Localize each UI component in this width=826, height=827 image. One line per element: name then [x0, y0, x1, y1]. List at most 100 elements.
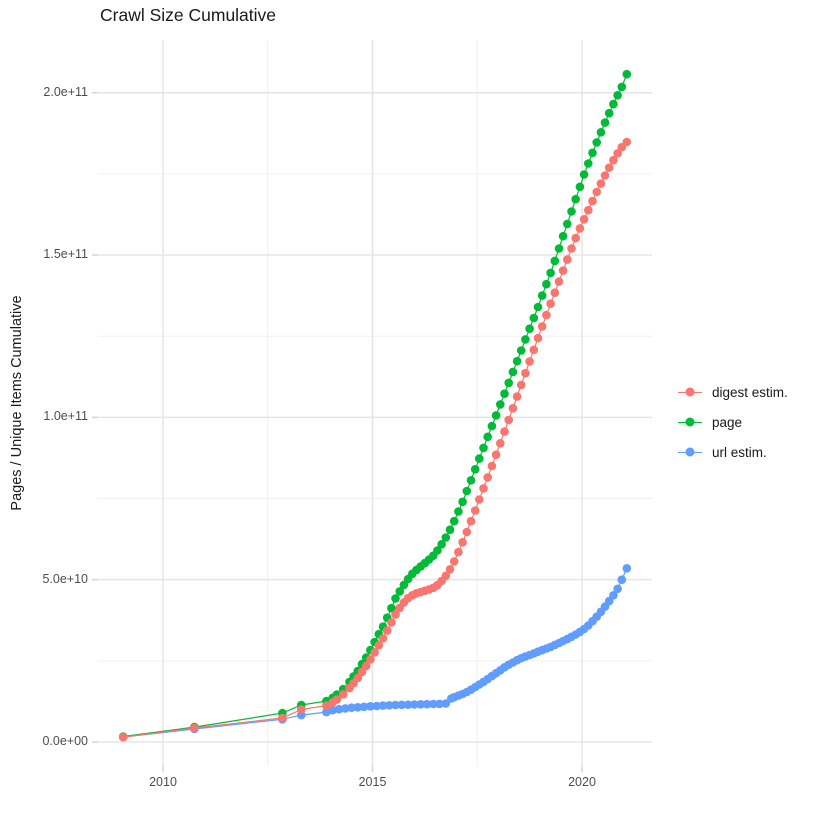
- y-tick-label: 1.0e+11: [43, 409, 88, 424]
- data-point-page: [592, 138, 601, 147]
- data-point-page: [466, 476, 476, 485]
- legend-item-page: page: [678, 407, 788, 437]
- data-point-digest-estim-: [609, 155, 618, 165]
- data-point-url-estim-: [410, 700, 419, 709]
- data-point-page: [575, 182, 585, 192]
- data-point-page: [483, 432, 493, 442]
- data-point-digest-estim-: [600, 171, 610, 180]
- data-point-digest-estim-: [332, 695, 342, 704]
- data-point-digest-estim-: [378, 634, 388, 643]
- data-point-page: [441, 533, 451, 542]
- data-point-page: [529, 313, 539, 323]
- data-point-url-estim-: [341, 704, 350, 713]
- data-point-url-estim-: [435, 699, 444, 709]
- data-point-url-estim-: [403, 700, 413, 709]
- data-point-page: [622, 69, 632, 79]
- data-point-page: [596, 128, 606, 137]
- y-tick-label: 0.0e+00: [42, 734, 88, 748]
- data-point-page: [521, 335, 530, 344]
- data-point-page: [617, 82, 627, 92]
- data-point-page: [500, 389, 509, 399]
- data-point-page: [609, 99, 618, 109]
- data-point-page: [584, 159, 593, 168]
- data-point-digest-estim-: [445, 565, 455, 574]
- data-point-digest-estim-: [449, 557, 459, 566]
- data-point-digest-estim-: [512, 392, 522, 401]
- data-point-digest-estim-: [370, 648, 379, 657]
- data-point-url-estim-: [359, 702, 369, 712]
- data-point-digest-estim-: [604, 163, 614, 172]
- page-point-icon: [678, 415, 702, 429]
- data-point-page: [508, 367, 518, 377]
- y-tick-label: 2.0e+11: [43, 84, 88, 99]
- y-tick-label: 1.5e+11: [43, 247, 88, 262]
- data-point-url-estim-: [366, 702, 375, 711]
- data-point-page: [512, 356, 522, 366]
- data-point-digest-estim-: [338, 690, 348, 699]
- data-point-page: [550, 256, 560, 266]
- data-point-digest-estim-: [542, 310, 551, 320]
- data-point-digest-estim-: [454, 547, 463, 557]
- data-point-digest-estim-: [575, 224, 585, 233]
- data-point-page: [604, 108, 614, 118]
- data-point-digest-estim-: [504, 415, 513, 425]
- chart-title: Crawl Size Cumulative: [100, 5, 277, 25]
- data-point-digest-estim-: [487, 461, 497, 471]
- data-point-page: [600, 118, 610, 127]
- data-point-digest-estim-: [613, 149, 622, 158]
- data-point-page: [525, 324, 534, 334]
- data-point-digest-estim-: [516, 380, 526, 390]
- data-point-digest-estim-: [508, 404, 518, 413]
- data-point-digest-estim-: [525, 357, 534, 366]
- data-point-digest-estim-: [391, 610, 400, 619]
- data-point-digest-estim-: [483, 473, 493, 482]
- data-point-page: [579, 170, 589, 179]
- data-point-page: [391, 594, 400, 603]
- data-point-page: [588, 148, 597, 158]
- data-point-digest-estim-: [622, 137, 632, 147]
- data-point-digest-estim-: [353, 673, 363, 683]
- data-point-digest-estim-: [475, 495, 484, 504]
- digest-estim-point-icon: [678, 385, 702, 399]
- y-tick-label: 5.0e+10: [42, 571, 88, 586]
- data-point-page: [462, 486, 472, 496]
- data-point-page: [437, 540, 446, 549]
- data-point-digest-estim-: [479, 484, 488, 493]
- legend-label: digest estim.: [712, 384, 788, 400]
- data-point-url-estim-: [391, 700, 400, 710]
- data-point-page: [454, 507, 463, 516]
- data-point-page: [458, 497, 467, 507]
- data-point-digest-estim-: [458, 538, 467, 547]
- data-point-page: [449, 516, 459, 526]
- data-point-digest-estim-: [118, 732, 128, 742]
- url-estim-point-icon: [678, 445, 702, 459]
- data-point-url-estim-: [622, 564, 632, 573]
- data-point-url-estim-: [613, 584, 622, 594]
- data-point-page: [554, 244, 564, 253]
- data-point-digest-estim-: [297, 705, 306, 714]
- data-point-page: [496, 400, 505, 409]
- data-point-url-estim-: [347, 703, 356, 712]
- data-point-digest-estim-: [462, 527, 472, 537]
- data-point-url-estim-: [334, 704, 344, 714]
- data-point-digest-estim-: [584, 205, 593, 215]
- data-point-digest-estim-: [470, 506, 480, 515]
- data-point-page: [542, 279, 551, 289]
- legend-label: page: [712, 414, 743, 430]
- data-point-url-estim-: [378, 701, 388, 710]
- data-point-digest-estim-: [361, 661, 371, 671]
- data-point-page: [387, 603, 396, 613]
- data-point-digest-estim-: [550, 288, 560, 298]
- data-point-digest-estim-: [546, 299, 555, 309]
- data-point-digest-estim-: [366, 655, 375, 664]
- data-point-url-estim-: [385, 701, 394, 710]
- data-point-digest-estim-: [374, 641, 384, 650]
- data-point-digest-estim-: [500, 427, 509, 436]
- data-point-url-estim-: [609, 591, 618, 600]
- data-point-url-estim-: [441, 699, 451, 708]
- data-point-url-estim-: [416, 700, 426, 709]
- data-point-digest-estim-: [278, 713, 287, 723]
- data-point-page: [470, 465, 480, 474]
